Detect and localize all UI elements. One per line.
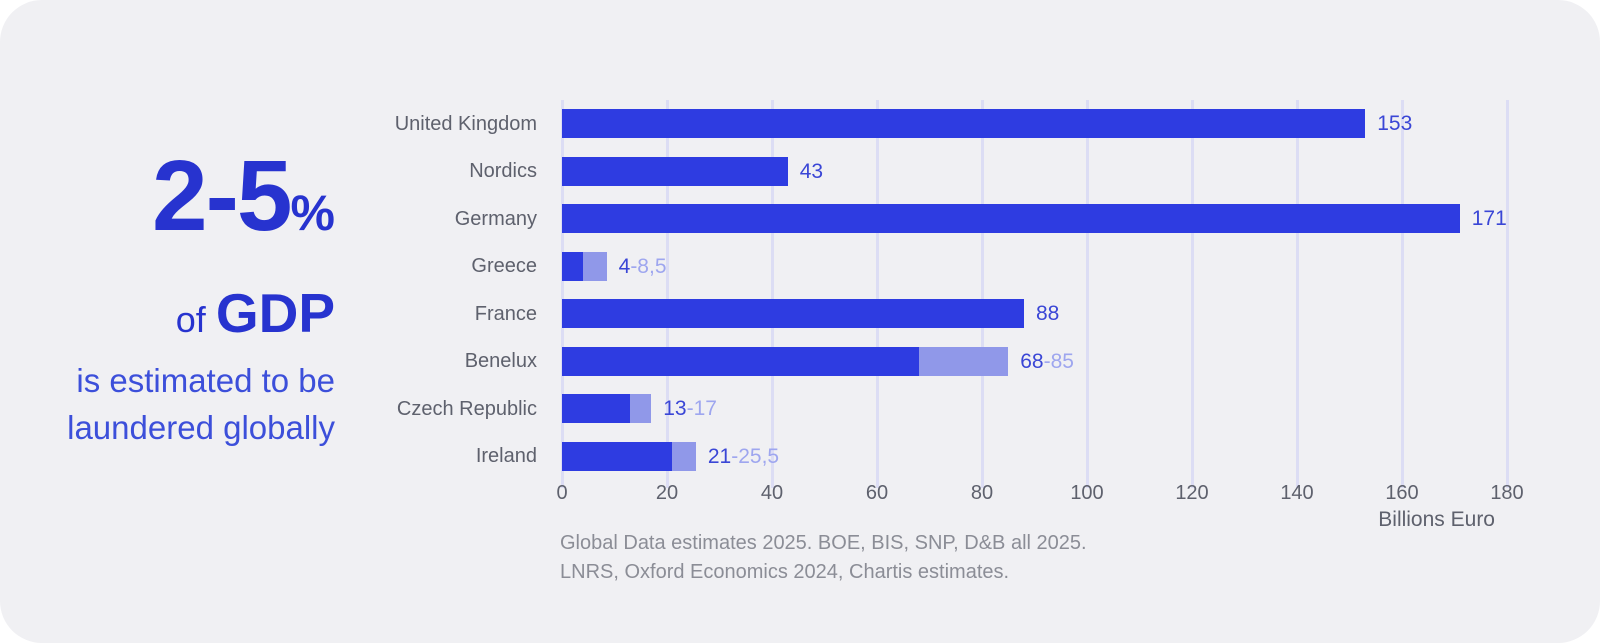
category-label: France <box>474 302 537 325</box>
axis-tick-label: 180 <box>1490 482 1524 504</box>
bar-value-high: -8,5 <box>630 254 667 278</box>
bar-range-segment <box>583 251 607 281</box>
axis-tick-label: 60 <box>865 482 889 504</box>
axis-tick-label: 0 <box>556 482 568 504</box>
axis-tick <box>980 480 984 488</box>
bar <box>562 441 673 471</box>
bar-value-low: 153 <box>1377 112 1413 136</box>
bar-value-low: 4 <box>618 254 631 278</box>
axis-tick-label: 120 <box>1175 482 1209 504</box>
axis-tick <box>770 480 774 488</box>
bar-value-low: 171 <box>1471 207 1507 231</box>
category-label: United Kingdom <box>394 112 537 135</box>
source-line-2: LNRS, Oxford Economics 2024, Chartis est… <box>560 561 1010 583</box>
stat-of-label: of <box>175 299 216 340</box>
bar-value-label: 43 <box>800 158 823 185</box>
left-stat-panel: 2-5% of GDP is estimated to be laundered… <box>10 146 335 451</box>
axis-tick-label: 80 <box>970 482 994 504</box>
axis-tick-label: 20 <box>655 482 679 504</box>
bar-value-high: -17 <box>686 397 717 421</box>
category-label: Greece <box>471 255 537 278</box>
bar-value-label: 88 <box>1036 300 1059 327</box>
bar-value-low: 21 <box>707 444 732 468</box>
category-label: Benelux <box>464 350 537 373</box>
axis-tick <box>875 480 879 488</box>
gridline <box>980 100 984 480</box>
bar <box>562 204 1460 234</box>
gridline <box>770 100 774 480</box>
axis-tick <box>665 480 669 488</box>
axis-tick <box>1505 480 1509 488</box>
stat-gdp-line: of GDP <box>10 284 335 357</box>
bar-value-low: 68 <box>1020 349 1044 373</box>
source-line-1: Global Data estimates 2025. BOE, BIS, SN… <box>560 532 1087 554</box>
axis-tick <box>1085 480 1089 488</box>
stat-gdp-label: GDP <box>215 282 335 344</box>
gridline <box>560 100 564 480</box>
gridline <box>1400 100 1404 480</box>
bar-value-label: 4-8,5 <box>619 253 667 280</box>
bar <box>562 251 583 281</box>
gridline <box>875 100 879 480</box>
axis-tick <box>1295 480 1299 488</box>
bar-value-low: 13 <box>663 397 687 421</box>
gridline <box>1505 100 1509 480</box>
source-note: Global Data estimates 2025. BOE, BIS, SN… <box>560 529 1087 587</box>
axis-tick-label: 100 <box>1070 482 1104 504</box>
gridline <box>665 100 669 480</box>
bar <box>562 299 1024 329</box>
gridline <box>1085 100 1089 480</box>
category-label: Czech Republic <box>396 397 537 420</box>
axis-tick <box>560 480 564 488</box>
stat-subline-1: is estimated to be <box>76 362 335 399</box>
bar <box>562 394 631 424</box>
bar <box>562 156 788 186</box>
bar <box>562 346 919 376</box>
bar-value-high: -85 <box>1043 349 1074 373</box>
category-label: Nordics <box>469 160 537 183</box>
axis-tick <box>1190 480 1194 488</box>
bar-range-segment <box>919 346 1009 376</box>
category-label: Ireland <box>475 445 537 468</box>
bar-value-label: 21-25,5 <box>708 443 779 470</box>
bar-value-label: 13-17 <box>663 395 717 422</box>
axis-tick <box>1400 480 1404 488</box>
axis-tick-label: 40 <box>760 482 784 504</box>
bar-range-segment <box>672 441 696 471</box>
stat-headline: 2-5% <box>10 146 335 274</box>
stat-percent-sign: % <box>290 185 335 241</box>
bar-value-high: -25,5 <box>731 444 780 468</box>
bar <box>562 109 1366 139</box>
stat-value: 2-5 <box>152 140 293 252</box>
axis-tick-label: 140 <box>1280 482 1314 504</box>
bar-value-low: 88 <box>1036 302 1060 326</box>
bar-value-low: 43 <box>799 159 824 183</box>
bar-value-label: 153 <box>1377 110 1412 137</box>
x-axis-title: Billions Euro <box>1378 508 1495 531</box>
gridline <box>1190 100 1194 480</box>
bar-value-label: 68-85 <box>1020 348 1074 375</box>
stat-subline-2: laundered globally <box>67 409 335 446</box>
gridline <box>1295 100 1299 480</box>
bar-range-segment <box>630 394 652 424</box>
bar-value-label: 171 <box>1472 205 1507 232</box>
category-label: Germany <box>454 207 537 230</box>
axis-tick-label: 160 <box>1385 482 1419 504</box>
